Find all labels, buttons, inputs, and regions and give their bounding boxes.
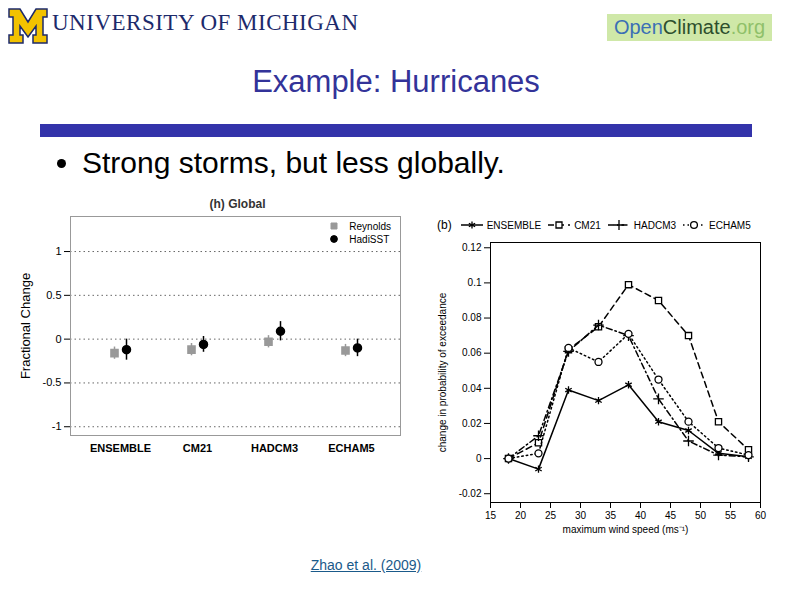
html-text:Zhao et al. (2009): Zhao et al. (2009) [310, 557, 422, 573]
html-text:ECHAM5: ECHAM5 [709, 219, 751, 231]
svg-text:0.12: 0.12 [462, 242, 482, 253]
svg-text:Fractional Change: Fractional Change [18, 273, 33, 379]
svg-text:0: 0 [476, 453, 482, 464]
svg-text:0: 0 [55, 333, 61, 345]
svg-text:ECHAM5: ECHAM5 [328, 442, 374, 454]
svg-text:35: 35 [605, 510, 617, 521]
svg-text:30: 30 [575, 510, 587, 521]
svg-text:0.08: 0.08 [462, 312, 482, 323]
svg-text:ENSEMBLE: ENSEMBLE [90, 442, 151, 454]
html-text:Open Climate.org: Open Climate.org [613, 16, 766, 38]
svg-text:45: 45 [665, 510, 677, 521]
html-text:HadiSST: HadiSST [349, 233, 390, 245]
svg-text:-0.02: -0.02 [459, 488, 482, 499]
svg-text:HADCM3: HADCM3 [251, 442, 298, 454]
svg-text:0.1: 0.1 [468, 277, 482, 288]
svg-text:-1: -1 [52, 420, 62, 432]
svg-text:0.02: 0.02 [462, 418, 482, 429]
svg-text:55: 55 [725, 510, 737, 521]
svg-text:25: 25 [545, 510, 557, 521]
html-text:Reynolds: Reynolds [349, 220, 391, 232]
html-text:(h) Global: (h) Global [209, 197, 266, 211]
svg-text:0.5: 0.5 [46, 289, 61, 301]
svg-text:change in probability of excee: change in probability of exceedance [437, 292, 448, 452]
svg-text:maximum wind speed (ms⁻¹): maximum wind speed (ms⁻¹) [563, 524, 689, 535]
svg-text:0.04: 0.04 [462, 383, 482, 394]
svg-text:0.06: 0.06 [462, 347, 482, 358]
svg-text:1: 1 [55, 245, 61, 257]
svg-text:50: 50 [695, 510, 707, 521]
svg-text:40: 40 [635, 510, 647, 521]
html-text:HADCM3: HADCM3 [633, 219, 677, 231]
html-text:UNIVERSITY OF MICHIGAN: UNIVERSITY OF MICHIGAN [52, 10, 359, 35]
html-text:ENSEMBLE: ENSEMBLE [486, 219, 542, 231]
html-text:Strong storms, but less global: Strong storms, but less globally. [82, 146, 505, 179]
svg-text:20: 20 [515, 510, 527, 521]
svg-text:CM21: CM21 [183, 442, 212, 454]
html-text:CM21: CM21 [574, 219, 601, 231]
html-text:(b): (b) [437, 218, 452, 232]
html-text:Example: Hurricanes: Example: Hurricanes [252, 64, 540, 99]
svg-text:15: 15 [485, 510, 497, 521]
svg-text:60: 60 [755, 510, 767, 521]
svg-text:-0.5: -0.5 [43, 376, 62, 388]
